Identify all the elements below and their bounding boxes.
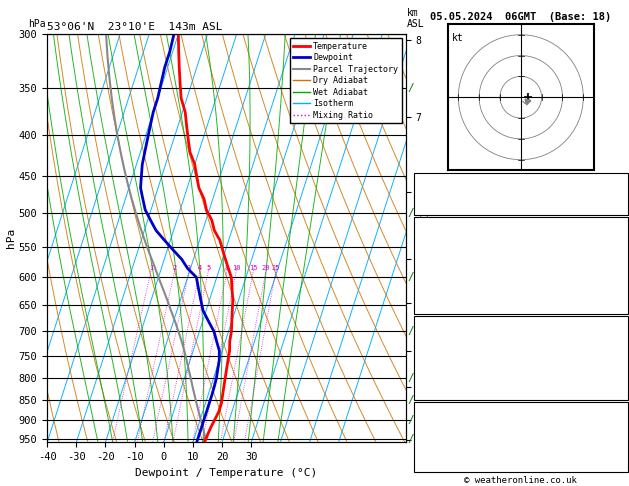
Text: 314: 314 (606, 346, 624, 356)
Text: 20: 20 (262, 265, 270, 271)
Text: /: / (408, 415, 415, 425)
Text: 3: 3 (187, 265, 191, 271)
Legend: Temperature, Dewpoint, Parcel Trajectory, Dry Adiabat, Wet Adiabat, Isotherm, Mi: Temperature, Dewpoint, Parcel Trajectory… (290, 38, 401, 123)
Text: Temp (°C): Temp (°C) (419, 233, 472, 243)
Text: Lifted Index: Lifted Index (419, 360, 489, 370)
Text: 24: 24 (612, 175, 624, 185)
Text: -2: -2 (612, 432, 624, 442)
Text: 5: 5 (206, 265, 211, 271)
Text: Most Unstable: Most Unstable (482, 319, 559, 329)
Text: Dewp (°C): Dewp (°C) (419, 247, 472, 257)
Text: 14: 14 (612, 233, 624, 243)
Text: 53°06'N  23°10'E  143m ASL: 53°06'N 23°10'E 143m ASL (47, 22, 223, 32)
Text: 33: 33 (612, 387, 624, 397)
Text: 4: 4 (198, 265, 202, 271)
Text: Totals Totals: Totals Totals (419, 189, 495, 199)
Text: 1: 1 (149, 265, 153, 271)
Text: 1: 1 (618, 274, 624, 284)
Text: Mixing Ratio (g/kg): Mixing Ratio (g/kg) (421, 187, 430, 289)
Text: CIN (J): CIN (J) (419, 387, 460, 397)
Text: Surface: Surface (500, 220, 542, 230)
Text: 950: 950 (606, 332, 624, 343)
Text: 119: 119 (606, 373, 624, 383)
Text: /: / (408, 272, 415, 282)
Text: CAPE (J): CAPE (J) (419, 373, 466, 383)
Text: -1: -1 (612, 360, 624, 370)
Text: 25: 25 (272, 265, 280, 271)
Text: 0: 0 (618, 301, 624, 312)
Text: 10: 10 (232, 265, 240, 271)
Text: SREH: SREH (419, 432, 442, 442)
Text: θₑ(K): θₑ(K) (419, 260, 448, 271)
X-axis label: Dewpoint / Temperature (°C): Dewpoint / Temperature (°C) (135, 468, 318, 478)
Text: θₑ (K): θₑ (K) (419, 346, 454, 356)
Text: /: / (408, 208, 415, 218)
Text: 15: 15 (249, 265, 257, 271)
Text: kt: kt (452, 33, 464, 43)
Text: Pressure (mb): Pressure (mb) (419, 332, 495, 343)
Text: StmSpd (kt): StmSpd (kt) (419, 459, 484, 469)
Y-axis label: hPa: hPa (6, 228, 16, 248)
Text: © weatheronline.co.uk: © weatheronline.co.uk (464, 476, 577, 485)
Text: /: / (408, 395, 415, 404)
Text: 0: 0 (618, 288, 624, 298)
Text: 05.05.2024  06GMT  (Base: 18): 05.05.2024 06GMT (Base: 18) (430, 12, 611, 22)
Text: 8: 8 (225, 265, 229, 271)
Text: 313°: 313° (601, 445, 624, 455)
Text: CAPE (J): CAPE (J) (419, 288, 466, 298)
Text: StmDir: StmDir (419, 445, 454, 455)
Text: /: / (408, 83, 415, 93)
Text: K: K (419, 175, 425, 185)
Text: /: / (408, 373, 415, 383)
Text: PW (cm): PW (cm) (419, 202, 460, 212)
Text: Lifted Index: Lifted Index (419, 274, 489, 284)
Text: 1.86: 1.86 (601, 202, 624, 212)
Text: /: / (408, 327, 415, 336)
Text: EH: EH (419, 418, 431, 428)
Text: 311: 311 (606, 260, 624, 271)
Text: -6: -6 (612, 418, 624, 428)
Text: 6: 6 (618, 459, 624, 469)
Text: /: / (408, 434, 415, 444)
Text: km
ASL: km ASL (407, 8, 425, 29)
Text: 53: 53 (612, 189, 624, 199)
Text: 11.3: 11.3 (601, 247, 624, 257)
Text: Hodograph: Hodograph (494, 404, 547, 415)
Text: hPa: hPa (28, 19, 46, 29)
Text: 2: 2 (172, 265, 177, 271)
Text: CIN (J): CIN (J) (419, 301, 460, 312)
